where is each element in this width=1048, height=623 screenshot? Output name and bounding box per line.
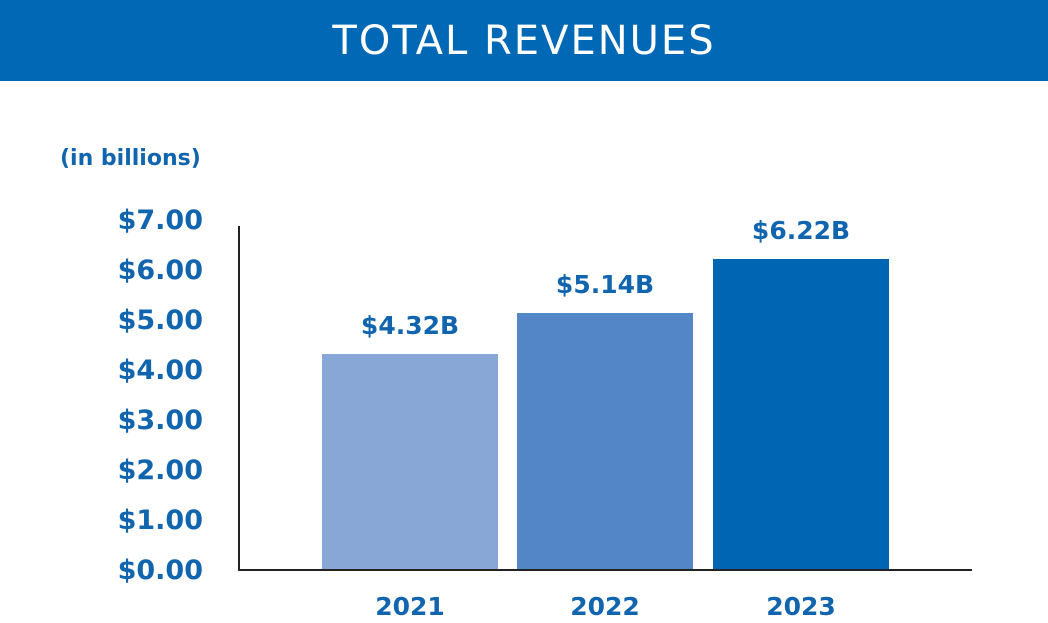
x-tick-label: 2022 xyxy=(570,592,640,621)
y-tick-label: $0.00 xyxy=(118,555,203,586)
data-label-2023: $6.22B xyxy=(752,216,850,245)
x-axis-ticks: 2021 2022 2023 xyxy=(375,592,836,621)
bars xyxy=(322,259,889,570)
y-tick-label: $5.00 xyxy=(118,305,203,336)
x-tick-label: 2023 xyxy=(766,592,836,621)
y-tick-label: $1.00 xyxy=(118,505,203,536)
y-tick-label: $3.00 xyxy=(118,405,203,436)
data-label-2021: $4.32B xyxy=(361,311,459,340)
y-tick-label: $2.00 xyxy=(118,455,203,486)
y-tick-label: $4.00 xyxy=(118,355,203,386)
y-tick-label: $6.00 xyxy=(118,255,203,286)
data-label-2022: $5.14B xyxy=(556,270,654,299)
bar-2023 xyxy=(713,259,889,570)
title-banner: TOTAL REVENUES xyxy=(0,0,1048,81)
bar-2022 xyxy=(517,313,693,570)
chart-title: TOTAL REVENUES xyxy=(332,17,716,64)
x-tick-label: 2021 xyxy=(375,592,445,621)
bar-data-labels: $4.32B $5.14B $6.22B xyxy=(361,216,850,340)
y-tick-label: $7.00 xyxy=(118,205,203,236)
bar-2021 xyxy=(322,354,498,570)
y-axis-ticks: $0.00 $1.00 $2.00 $3.00 $4.00 $5.00 $6.00 $7.00 xyxy=(118,205,203,586)
unit-note: (in billions) xyxy=(60,146,201,171)
